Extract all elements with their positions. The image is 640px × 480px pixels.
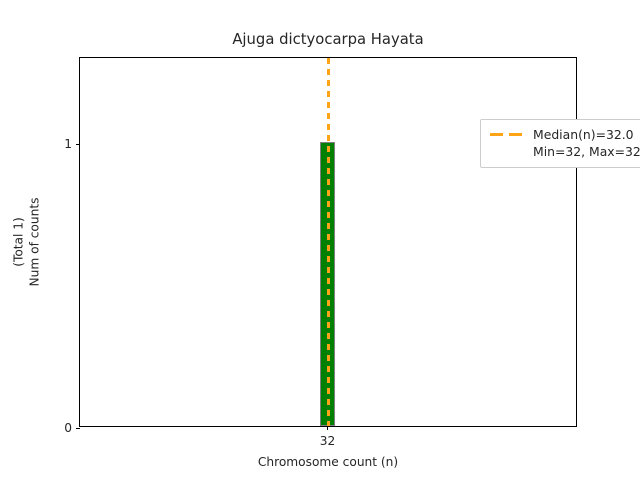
y-axis-label-line1: Num of counts: [28, 197, 42, 287]
y-tick-mark-0: [76, 428, 80, 430]
legend-label-median: Median(n)=32.0: [533, 127, 634, 142]
legend-median-line-icon: [490, 126, 524, 142]
legend-dash-segment-2: [509, 133, 522, 136]
legend-text-group: Median(n)=32.0 Min=32, Max=32: [533, 126, 640, 160]
y-tick-label-0: 0: [64, 421, 72, 435]
data-layer: [80, 58, 576, 426]
y-tick-label-1: 1: [64, 137, 72, 151]
legend-dash-segment-1: [490, 133, 503, 136]
y-axis-label-line2: (Total 1): [11, 217, 26, 267]
legend[interactable]: Median(n)=32.0 Min=32, Max=32: [480, 119, 640, 169]
y-axis-label: (Total 1) Num of counts: [11, 198, 44, 287]
legend-label-range: Min=32, Max=32: [533, 144, 640, 160]
median-line: [327, 58, 330, 426]
x-axis-label: Chromosome count (n): [257, 455, 399, 469]
plot-area: 0 1 32 Median(n)=32.0 Min=32, Max=32: [64, 57, 640, 448]
x-tick-mark-32: [326, 426, 329, 430]
y-tick-mark-1: [76, 144, 80, 146]
y-axis-label-container: (Total 1) Num of counts: [0, 57, 54, 427]
page-title: Ajuga dictyocarpa Hayata: [232, 31, 424, 48]
x-tick-label-32: 32: [319, 434, 336, 448]
